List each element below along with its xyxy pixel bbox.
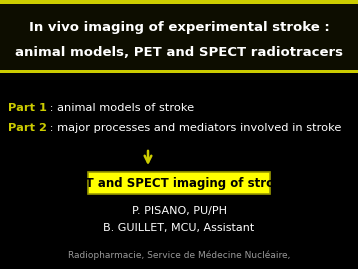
Text: Part 1: Part 1 xyxy=(8,103,47,113)
Text: : animal models of stroke: : animal models of stroke xyxy=(46,103,194,113)
Text: Radiopharmacie, Service de Médecine Nucléaire,: Radiopharmacie, Service de Médecine Nucl… xyxy=(68,250,290,260)
Bar xyxy=(0,0,358,70)
Text: animal models, PET and SPECT radiotracers: animal models, PET and SPECT radiotracer… xyxy=(15,45,343,58)
Text: PET and SPECT imaging of stroke: PET and SPECT imaging of stroke xyxy=(69,176,289,189)
Text: In vivo imaging of experimental stroke :: In vivo imaging of experimental stroke : xyxy=(29,22,329,34)
Bar xyxy=(0,70,358,73)
Bar xyxy=(88,172,270,194)
Text: B. GUILLET, MCU, Assistant: B. GUILLET, MCU, Assistant xyxy=(103,223,255,233)
Text: Part 2: Part 2 xyxy=(8,123,47,133)
Text: : major processes and mediators involved in stroke: : major processes and mediators involved… xyxy=(46,123,342,133)
Text: P. PISANO, PU/PH: P. PISANO, PU/PH xyxy=(131,206,227,216)
Bar xyxy=(0,0,358,4)
